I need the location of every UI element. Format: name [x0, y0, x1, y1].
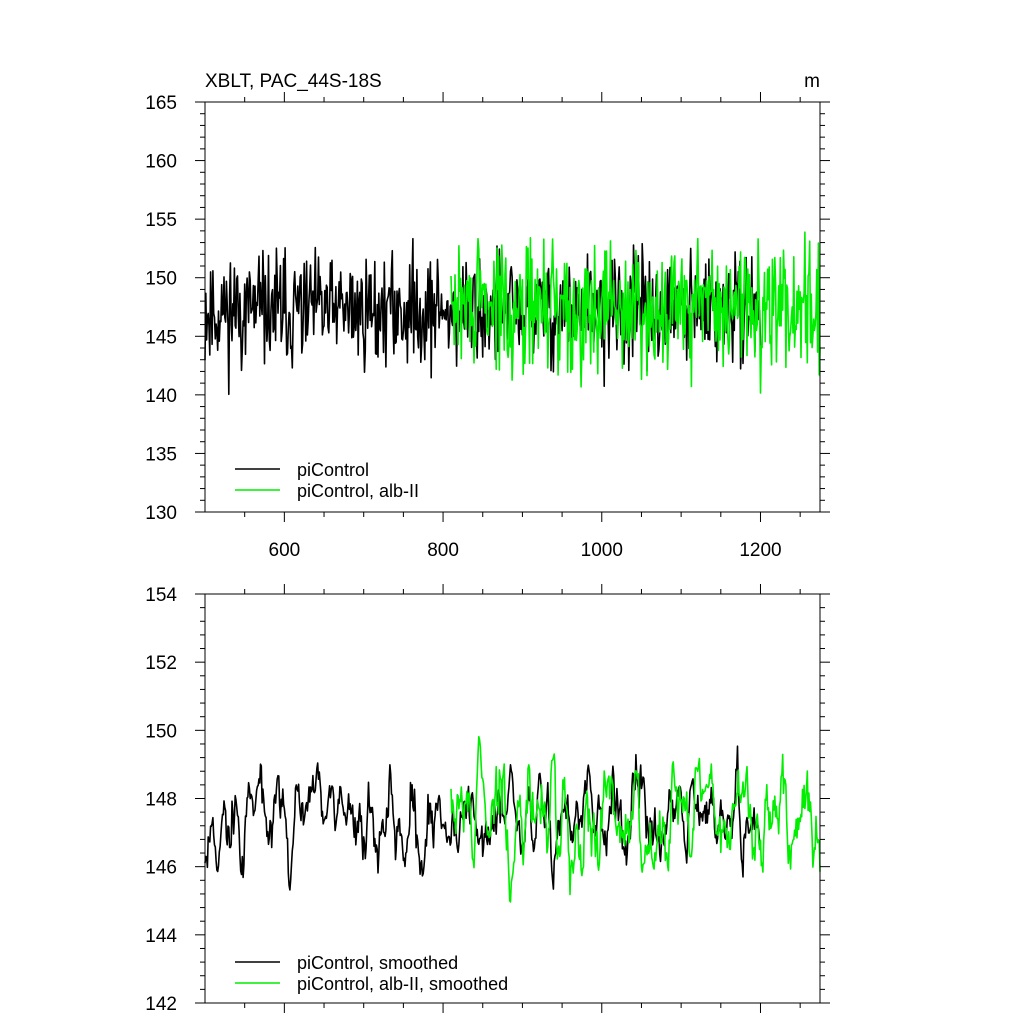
top-x-tick-label-800: 800	[427, 540, 459, 561]
bottom-series-picontrol-smoothed	[204, 745, 761, 891]
bottom-y-tick-label-146: 146	[145, 858, 177, 879]
top-chart-title: XBLT, PAC_44S-18S	[205, 71, 382, 92]
bottom-series-group	[204, 735, 821, 903]
top-y-tick-label-155: 155	[145, 210, 177, 231]
top-legend-label-picontrol: piControl	[297, 460, 369, 480]
bottom-legend-label-picontrol-smoothed: piControl, smoothed	[297, 953, 458, 973]
top-y-tick-label-140: 140	[145, 386, 177, 407]
bottom-plot-frame	[204, 593, 821, 1004]
bottom-y-tick-label-150: 150	[145, 721, 177, 742]
bottom-legend-label-alb-ii-smoothed: piControl, alb-II, smoothed	[297, 974, 508, 994]
top-x-tick-label-1200: 1200	[739, 540, 781, 561]
top-x-tick-label-600: 600	[269, 540, 301, 561]
bottom-y-tick-label-142: 142	[145, 994, 177, 1015]
top-y-tick-label-160: 160	[145, 152, 177, 173]
bottom-axes: 142 144 146 148 150 152 154	[145, 584, 830, 1015]
top-y-tick-label-130: 130	[145, 503, 177, 524]
bottom-y-tick-label-144: 144	[145, 926, 177, 947]
top-legend-label-alb-ii: piControl, alb-II	[297, 481, 419, 501]
top-panel: XBLT, PAC_44S-18S m 600 800 1000 1200 130 135…	[145, 71, 830, 561]
top-y-tick-label-165: 165	[145, 93, 177, 114]
top-chart-units: m	[804, 71, 820, 92]
bottom-y-tick-label-152: 152	[145, 653, 177, 674]
top-y-tick-label-135: 135	[145, 444, 177, 465]
top-series-picontrol	[204, 237, 762, 396]
bottom-y-tick-label-154: 154	[145, 585, 177, 606]
top-y-tick-label-145: 145	[145, 327, 177, 348]
bottom-series-picontrol-alb-ii-smoothed	[450, 735, 821, 903]
top-legend: piControl piControl, alb-II	[235, 460, 419, 501]
bottom-y-tick-label-148: 148	[145, 790, 177, 811]
bottom-panel: 142 144 146 148 150 152 154 piControl, smoothe…	[145, 584, 830, 1015]
top-x-tick-label-1000: 1000	[581, 540, 623, 561]
top-series-picontrol-alb-ii	[450, 231, 821, 394]
top-axes: 600 800 1000 1200 130 135 140 145 150 155 160 165	[145, 92, 830, 561]
top-plot-frame	[204, 101, 821, 513]
top-series-group	[204, 231, 821, 396]
bottom-legend: piControl, smoothed piControl, alb-II, s…	[235, 953, 508, 994]
top-y-tick-label-150: 150	[145, 269, 177, 290]
